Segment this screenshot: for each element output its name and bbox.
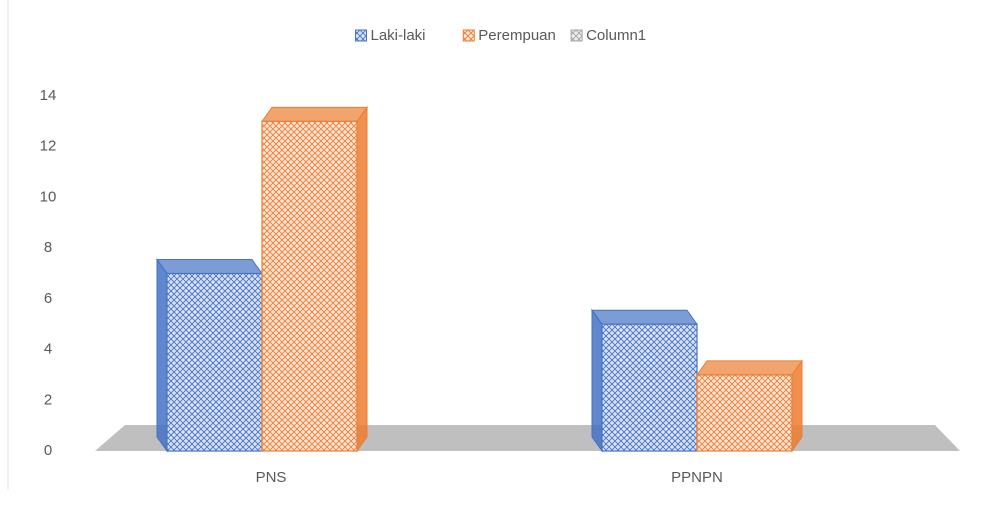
bar-side <box>791 359 803 453</box>
bar <box>696 374 793 452</box>
y-tick-label: 6 <box>44 290 52 307</box>
bar-top <box>696 360 803 376</box>
legend-label: Laki-laki <box>371 27 426 44</box>
y-tick-label: 14 <box>40 87 57 104</box>
bar-side <box>591 308 603 453</box>
bar-top <box>156 259 263 274</box>
bar <box>601 323 698 452</box>
legend-label: Perempuan <box>478 27 556 44</box>
legend-label: Column1 <box>586 27 646 44</box>
y-tick-label: 12 <box>40 138 57 155</box>
y-tick-label: 10 <box>40 188 57 205</box>
bar-side <box>356 105 368 453</box>
y-tick-label: 4 <box>44 341 52 358</box>
legend-swatch <box>355 29 367 42</box>
y-tick-label: 8 <box>44 239 52 256</box>
y-tick-label: 0 <box>44 442 52 459</box>
y-tick-label: 2 <box>44 391 52 408</box>
bar-top <box>591 309 698 325</box>
legend-swatch <box>570 29 583 42</box>
bar-side <box>156 257 168 453</box>
x-tick-label: PPNPN <box>671 469 723 486</box>
legend: Laki-laki Perempuan Column1 <box>355 27 646 44</box>
x-tick-label: PNS <box>256 469 287 486</box>
bar <box>166 272 263 452</box>
bar-top <box>261 106 368 122</box>
legend-swatch <box>462 29 475 42</box>
bar <box>261 120 358 452</box>
bars <box>156 105 803 453</box>
